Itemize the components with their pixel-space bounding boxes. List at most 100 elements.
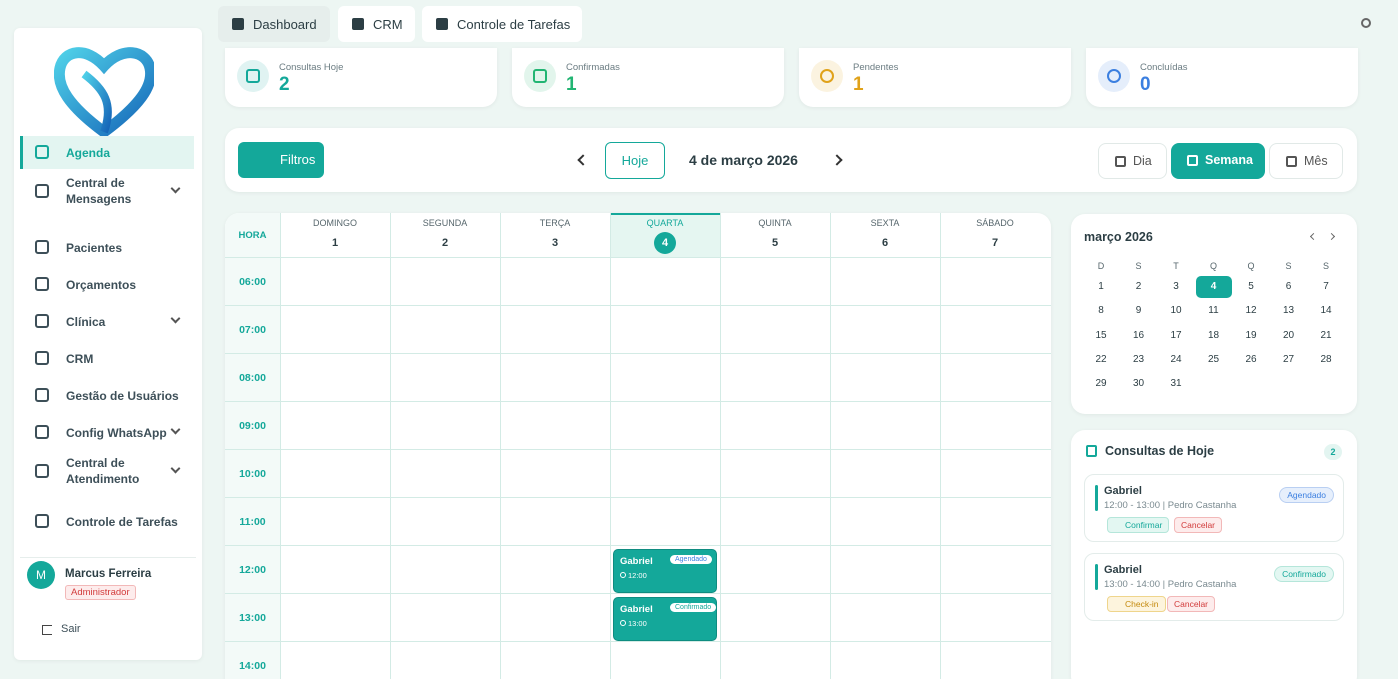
menu-label[interactable]: Orçamentos [66, 278, 137, 292]
mini-day[interactable]: 7 [1323, 281, 1329, 292]
mini-day[interactable]: 29 [1095, 378, 1107, 390]
stat-label: Concluídas [1140, 62, 1188, 73]
menu-label[interactable]: Config WhatsApp [66, 426, 167, 440]
stat-card: Concluídas 0 [1086, 48, 1358, 107]
stat-card: Confirmadas 1 [512, 48, 784, 107]
menu-label[interactable]: Controle de Tarefas [66, 515, 178, 529]
mini-day[interactable]: 4 [1195, 276, 1232, 298]
mini-day[interactable]: 12 [1245, 305, 1257, 317]
logout[interactable]: Sair [61, 623, 81, 635]
day-name: TERÇA [539, 218, 571, 228]
next[interactable] [831, 154, 843, 166]
action-btn[interactable]: Cancelar [1174, 517, 1223, 533]
appt-detail: 13:00 - 14:00 | Pedro Castanha [1104, 579, 1237, 590]
event-title: Gabriel [620, 556, 653, 567]
grid-row-line [225, 305, 1051, 306]
tab[interactable]: Dashboard [218, 6, 330, 42]
today-btn[interactable]: Hoje [605, 142, 665, 179]
stat-label: Pendentes [853, 62, 899, 73]
weekday: S [1322, 261, 1329, 271]
mini-day[interactable]: 17 [1170, 329, 1182, 341]
mini-day[interactable]: 13 [1282, 305, 1295, 317]
mini-day[interactable]: 24 [1170, 353, 1182, 365]
mini-day[interactable]: 21 [1320, 329, 1332, 341]
mini-title: março 2026 [1084, 230, 1153, 244]
event[interactable]: Gabriel Agendado 12:00 [613, 549, 717, 593]
hour-header: HORA [238, 230, 267, 241]
mini-day[interactable]: 3 [1173, 281, 1179, 292]
stat-icon [524, 60, 556, 92]
menu-label[interactable]: Agenda [66, 146, 111, 160]
stat-icon-glyph [533, 69, 547, 83]
mini-day[interactable]: 11 [1208, 305, 1219, 317]
mini-day[interactable]: 1 [1098, 281, 1104, 292]
mini-day[interactable]: 18 [1207, 329, 1220, 341]
mini-day[interactable]: 14 [1320, 305, 1332, 317]
grid-row-line [225, 593, 1051, 594]
mini-day[interactable]: 2 [1135, 281, 1142, 292]
search[interactable] [1361, 18, 1371, 28]
divider [20, 557, 196, 558]
menu-label[interactable]: Pacientes [66, 241, 123, 255]
tab[interactable]: Controle de Tarefas [422, 6, 582, 42]
menu-label[interactable]: Gestão de Usuários [66, 389, 179, 403]
action-btn[interactable]: Check-in [1107, 596, 1166, 612]
day-num: 7 [991, 237, 999, 249]
mini-day[interactable]: 19 [1245, 329, 1257, 341]
appointment[interactable]: Gabriel 13:00 - 14:00 | Pedro Castanha Con… [1084, 553, 1344, 621]
prev[interactable] [577, 154, 589, 166]
user-role: Administrador [65, 585, 136, 600]
view-btn[interactable]: Mês [1269, 143, 1343, 179]
action-btn[interactable]: Cancelar [1167, 596, 1216, 612]
mini-day[interactable]: 5 [1248, 281, 1254, 292]
weekday: D [1097, 261, 1105, 271]
mini-day[interactable]: 31 [1170, 378, 1182, 390]
mini-day[interactable]: 27 [1282, 353, 1295, 365]
avatar: M [27, 561, 55, 589]
mini-prev[interactable] [1309, 232, 1318, 241]
grid-row-line [225, 545, 1051, 546]
grid-col-line [500, 213, 501, 679]
mini-day[interactable]: 25 [1207, 353, 1220, 365]
mini-day[interactable]: 10 [1170, 305, 1182, 317]
grid-row-line [225, 449, 1051, 450]
tab-label: Dashboard [253, 17, 317, 32]
mini-day[interactable]: 6 [1285, 281, 1292, 292]
day-name: SEXTA [870, 218, 900, 228]
action-btn[interactable]: Confirmar [1107, 517, 1170, 533]
header-line [225, 257, 1051, 258]
appointment[interactable]: Gabriel 12:00 - 13:00 | Pedro Castanha Age… [1084, 474, 1344, 542]
mini-day[interactable]: 8 [1098, 305, 1104, 317]
view-btn[interactable]: Dia [1098, 143, 1167, 179]
menu-icon [35, 145, 49, 159]
hour-label: 12:00 [239, 564, 266, 576]
mini-day[interactable]: 26 [1245, 353, 1257, 365]
mini-day[interactable]: 30 [1132, 378, 1145, 390]
menu-label[interactable]: Clínica [66, 315, 106, 329]
mini-day[interactable]: 15 [1095, 329, 1107, 341]
menu-label[interactable]: Central de Atendimento [66, 456, 140, 486]
grid-col-line [610, 213, 611, 679]
event[interactable]: Gabriel Confirmado 13:00 [613, 597, 717, 641]
tab[interactable]: CRM [338, 6, 415, 42]
mini-day[interactable]: 23 [1132, 353, 1145, 365]
day-num: 2 [441, 237, 449, 249]
mini-day[interactable]: 16 [1132, 329, 1145, 341]
mini-day[interactable]: 28 [1320, 353, 1332, 365]
tab-label: Controle de Tarefas [457, 17, 571, 32]
grid-row-line [225, 641, 1051, 642]
menu-label[interactable]: CRM [66, 352, 94, 366]
menu-label[interactable]: Central de Mensagens [66, 176, 132, 206]
chevron [170, 463, 181, 474]
mini-day[interactable]: 20 [1282, 329, 1295, 341]
hour-label: 08:00 [239, 372, 266, 384]
logo [54, 47, 154, 139]
view-btn[interactable]: Semana [1171, 143, 1265, 179]
panel-count: 2 [1324, 444, 1342, 460]
mini-day[interactable]: 9 [1135, 305, 1142, 317]
stat-value: 1 [566, 74, 577, 95]
filters[interactable]: Filtros [238, 142, 324, 178]
mini-day[interactable]: 22 [1095, 353, 1107, 365]
mini-next[interactable] [1327, 232, 1336, 241]
hour-label: 06:00 [239, 276, 266, 288]
